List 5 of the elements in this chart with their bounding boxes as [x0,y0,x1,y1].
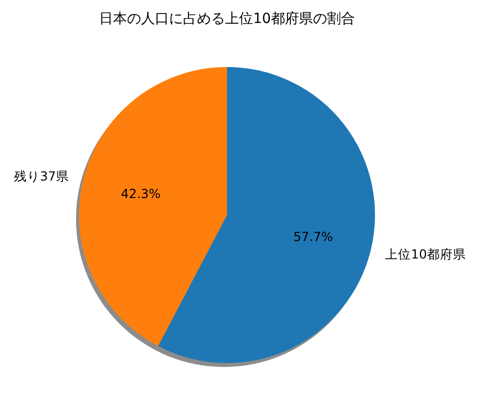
data-label: 57.7% [293,228,334,244]
slice-label: 残り37県 [14,168,69,184]
data-label: 42.3% [120,186,161,202]
chart-title: 日本の人口に占める上位10都府県の割合 [99,11,355,27]
slice-label: 上位10都府県 [385,246,466,262]
